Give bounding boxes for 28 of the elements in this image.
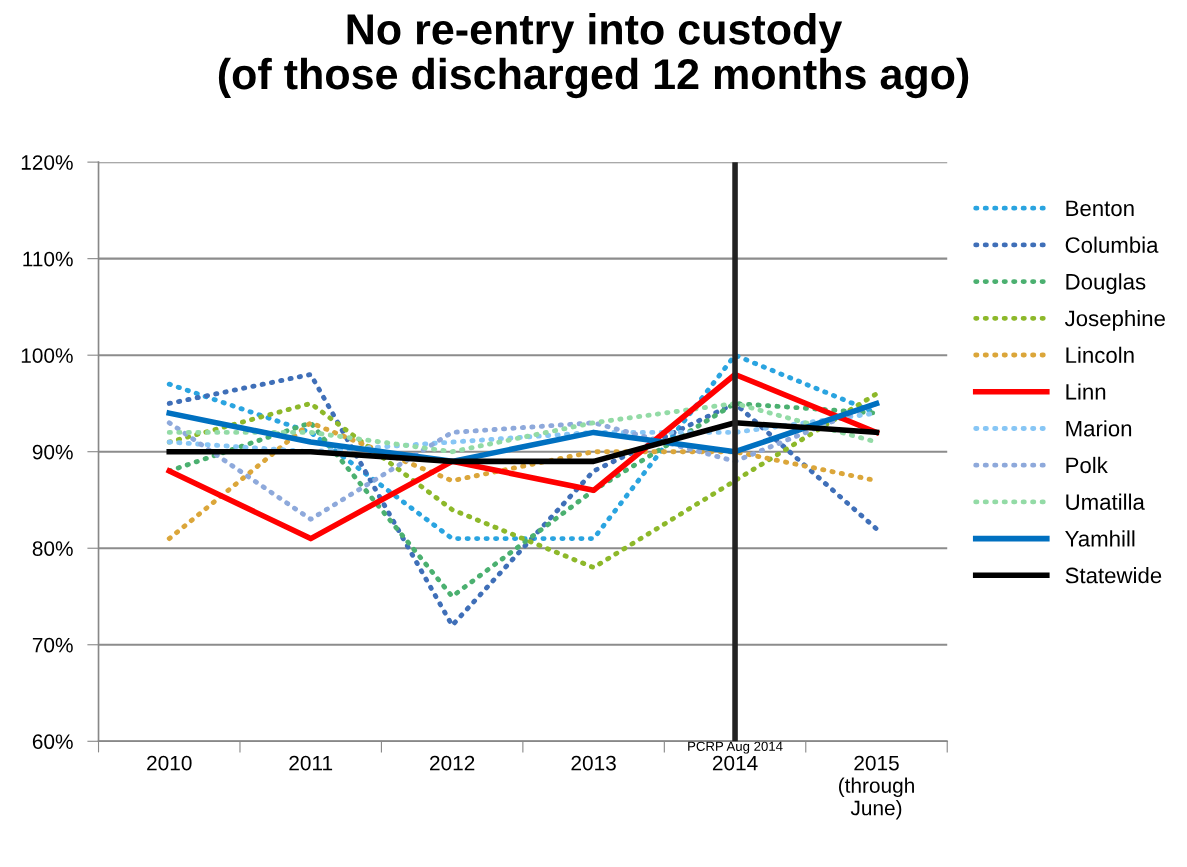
legend-label: Marion: [1066, 420, 1132, 437]
legend-label: Linn: [1066, 383, 1106, 400]
y-tick-label: 70%: [32, 637, 73, 653]
chart-title: No re-entry into custody (of those discharged 12 months ago): [218, 13, 969, 99]
y-tick-label: 90%: [32, 444, 73, 460]
line-series: [166, 391, 879, 570]
y-tick-label: 100%: [21, 348, 73, 363]
x-tick-label: 2011: [289, 755, 333, 771]
legend-label: Umatilla: [1066, 493, 1145, 510]
legend-label: Josephine: [1064, 310, 1165, 331]
x-tick-label: 2015 (through June): [839, 755, 914, 820]
y-tick-label: 120%: [21, 155, 73, 170]
line-series: [166, 372, 879, 628]
ref-line-label: PCRP Aug 2014: [688, 741, 783, 754]
x-tick-label: 2014: [712, 755, 758, 771]
y-tick-label: 60%: [32, 734, 73, 750]
x-tick-label: 2013: [571, 755, 616, 771]
legend-label: Lincoln: [1066, 346, 1134, 364]
y-tick-label: 80%: [32, 541, 73, 556]
legend-label: Polk: [1066, 456, 1108, 474]
legend-label: Columbia: [1065, 236, 1159, 253]
legend-label: Yamhill: [1065, 530, 1135, 547]
legend-label: Douglas: [1066, 273, 1146, 294]
x-tick-label: 2010: [147, 755, 192, 771]
legend-label: Statewide: [1065, 567, 1162, 584]
x-tick-label: 2012: [430, 755, 475, 771]
legend-label: Benton: [1066, 200, 1134, 217]
y-tick-label: 110%: [23, 251, 73, 267]
